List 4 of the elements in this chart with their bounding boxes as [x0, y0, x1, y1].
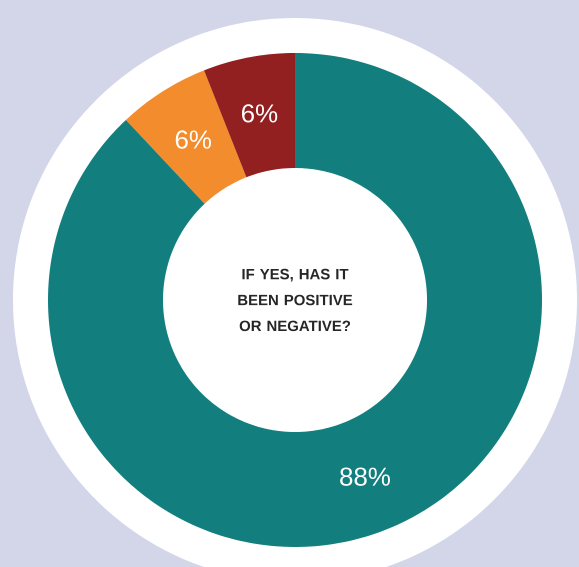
data-label: 88%	[340, 467, 390, 486]
data-label: 6%	[242, 104, 278, 123]
text: IF YES, HAS IT BEEN POSITIVE OR NEGATIVE?	[238, 268, 352, 332]
data-label: 6%	[176, 130, 211, 149]
